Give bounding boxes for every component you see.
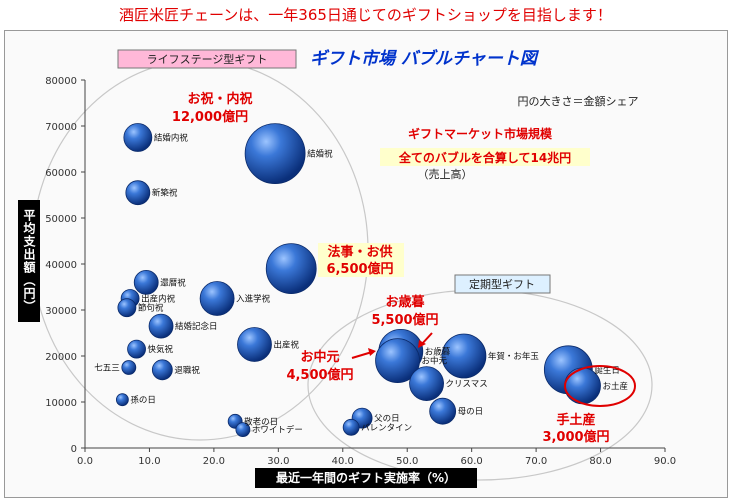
bubble bbox=[199, 281, 235, 316]
annotation-oseibo-line2: 5,500億円 bbox=[371, 312, 438, 328]
annotation-hoji-line1: 法事・お供 bbox=[327, 244, 392, 260]
annotation-ochugen-line1: お中元 bbox=[300, 349, 339, 365]
market-note-line3: （売上高） bbox=[418, 167, 473, 181]
annotation-temiyage-line1: 手土産 bbox=[556, 412, 595, 428]
x-tick-label: 50.0 bbox=[396, 456, 418, 467]
market-note-highlight bbox=[380, 148, 590, 166]
bubble bbox=[244, 123, 306, 185]
bubble-label: 結婚記念日 bbox=[175, 321, 218, 332]
annotation-hoji-line2: 6,500億円 bbox=[326, 261, 393, 277]
y-tick-label: 40000 bbox=[45, 260, 77, 271]
ochugen-arrow bbox=[351, 351, 373, 359]
bubble-label: 年賀・お年玉 bbox=[488, 351, 540, 362]
annotation-oseibo-line1: お歳暮 bbox=[385, 294, 425, 310]
ochugen-arrowhead bbox=[368, 348, 376, 356]
annotation-oiwai-line1: お祝・内祝 bbox=[187, 91, 252, 107]
x-ticks: 0.0 10.0 20.0 30.0 40.0 50.0 60.0 70.0 80.0 90.0 bbox=[77, 448, 676, 467]
bubble-label: 敬老の日 bbox=[244, 416, 278, 427]
bubble-label: お中元 bbox=[422, 356, 448, 367]
bubble bbox=[441, 333, 487, 379]
oseibo-arrowhead bbox=[418, 340, 426, 348]
bubble-label: 七五三 bbox=[94, 364, 120, 374]
periodic-label-box bbox=[454, 274, 551, 294]
bubble-label: 結婚祝 bbox=[307, 149, 333, 160]
x-tick-label: 90.0 bbox=[654, 456, 676, 467]
bubble bbox=[342, 418, 360, 436]
bubble-label: 退職祝 bbox=[174, 365, 200, 376]
bubble bbox=[117, 298, 137, 318]
bubble-label: 誕生日 bbox=[594, 365, 620, 376]
annotation-ochugen-line2: 4,500億円 bbox=[286, 367, 353, 383]
bubble-label: 孫の日 bbox=[130, 395, 156, 406]
bubble bbox=[237, 327, 272, 362]
bubble-label: ホワイトデー bbox=[252, 425, 303, 436]
bubble bbox=[235, 422, 251, 438]
x-tick-label: 80.0 bbox=[589, 456, 611, 467]
x-tick-label: 70.0 bbox=[525, 456, 547, 467]
periodic-label: 定期型ギフト bbox=[469, 277, 535, 291]
bubble-label: お歳暮 bbox=[425, 346, 451, 357]
x-axis-title-box bbox=[255, 468, 477, 488]
bubble-label: 快気祝 bbox=[148, 344, 174, 355]
y-tick-label: 60000 bbox=[45, 168, 77, 179]
bubble bbox=[375, 338, 420, 384]
y-tick-label: 20000 bbox=[45, 352, 77, 363]
size-note: 円の大きさ＝金額シェア bbox=[518, 94, 639, 108]
bubble-label: 出産祝 bbox=[273, 340, 299, 351]
lifestage-label: ライフステージ型ギフト bbox=[147, 52, 268, 66]
x-tick-label: 60.0 bbox=[461, 456, 483, 467]
chart-title: ギフト市場 バブルチャート図 bbox=[310, 49, 540, 69]
x-tick-label: 30.0 bbox=[267, 456, 289, 467]
y-tick-label: 10000 bbox=[45, 398, 77, 409]
y-tick-label: 30000 bbox=[45, 306, 77, 317]
bubble-label: 節句祝 bbox=[138, 303, 164, 314]
bubble bbox=[148, 313, 174, 339]
lifestage-label-box bbox=[117, 49, 297, 69]
bubble bbox=[127, 339, 146, 359]
page-banner: 酒匠米匠チェーンは、一年365日通じてのギフトショップを目指します！ bbox=[119, 6, 612, 24]
y-tick-label: 80000 bbox=[45, 76, 77, 87]
y-axis-title: 平均支出額（円） bbox=[22, 209, 36, 313]
x-tick-label: 10.0 bbox=[138, 456, 160, 467]
bubble-label: 出産内祝 bbox=[141, 294, 176, 305]
annotation-temiyage-line2: 3,000億円 bbox=[542, 429, 609, 445]
bubble bbox=[265, 243, 317, 295]
bubble bbox=[151, 359, 173, 381]
bubble bbox=[409, 366, 444, 402]
bubble-label: 還暦祝 bbox=[160, 277, 186, 288]
bubble-label: バレンタイン bbox=[361, 423, 412, 433]
bubble-label: クリスマス bbox=[446, 380, 488, 390]
bubble bbox=[125, 180, 151, 206]
bubble bbox=[123, 123, 153, 152]
x-tick-label: 20.0 bbox=[203, 456, 225, 467]
x-tick-label: 0.0 bbox=[77, 456, 93, 467]
bubble-label: 父の日 bbox=[374, 414, 400, 424]
y-ticks: 0 10000 20000 30000 40000 50000 60000 70000 8000… bbox=[45, 76, 85, 455]
annotation-oiwai-line2: 12,000億円 bbox=[172, 109, 248, 125]
y-tick-label: 0 bbox=[71, 444, 77, 455]
bubble-label: 新築祝 bbox=[152, 188, 178, 199]
bubble bbox=[429, 397, 457, 425]
market-note-line2: 全てのバブルを合算して14兆円 bbox=[398, 150, 571, 165]
bubble bbox=[121, 360, 137, 375]
x-tick-label: 40.0 bbox=[332, 456, 354, 467]
market-note-line1: ギフトマーケット市場規模 bbox=[408, 126, 553, 141]
bubble-label: お土産 bbox=[603, 381, 629, 392]
y-axis-title-box bbox=[18, 200, 40, 322]
bubble-label: 入進学祝 bbox=[236, 294, 271, 305]
y-tick-label: 70000 bbox=[45, 122, 77, 133]
bubble-label: 母の日 bbox=[458, 407, 484, 417]
temiyage-highlight-ellipse bbox=[564, 365, 636, 407]
annotation-hoji-box bbox=[318, 243, 404, 277]
y-tick-label: 50000 bbox=[45, 214, 77, 225]
x-axis-title: 最近一年間のギフト実施率（%） bbox=[276, 470, 456, 485]
bubble bbox=[133, 269, 159, 295]
bubble-label: 結婚内祝 bbox=[154, 133, 189, 144]
bubble bbox=[115, 393, 129, 407]
